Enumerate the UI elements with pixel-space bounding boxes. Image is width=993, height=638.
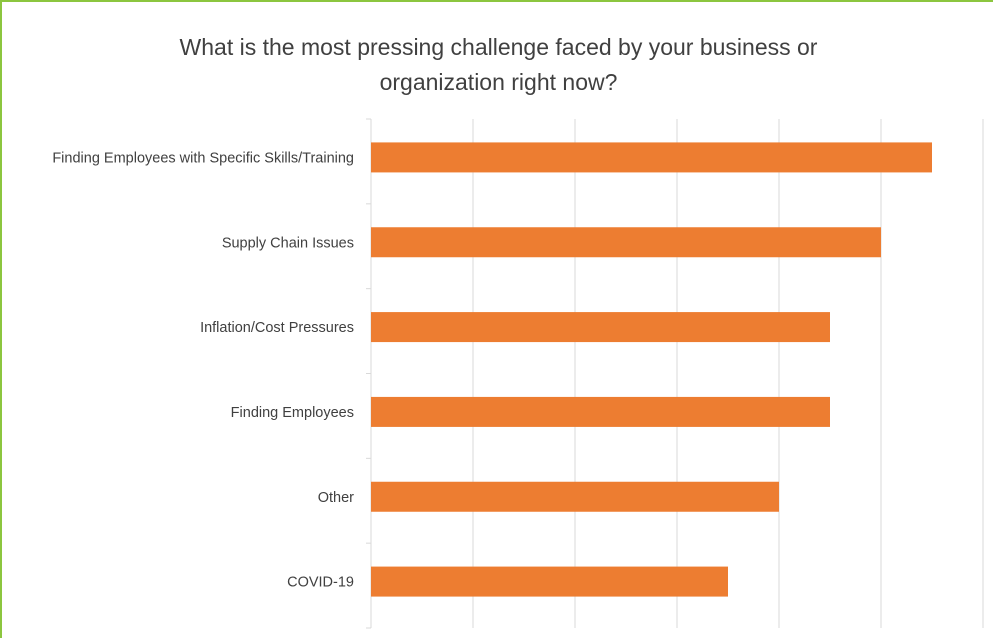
category-label: COVID-19: [287, 575, 354, 591]
bar: [371, 227, 881, 258]
category-label: Finding Employees with Specific Skills/T…: [52, 150, 354, 166]
category-label: Supply Chain Issues: [222, 235, 354, 251]
bar: [371, 396, 830, 427]
category-label: Finding Employees: [231, 405, 354, 421]
chart-title-line-2: organization right now?: [379, 69, 618, 95]
bar: [371, 142, 932, 173]
category-label: Other: [318, 490, 354, 506]
chart-title: What is the most pressing challenge face…: [2, 30, 993, 100]
bar: [371, 566, 728, 597]
chart-title-line-1: What is the most pressing challenge face…: [179, 34, 818, 60]
bar: [371, 481, 779, 512]
bar: [371, 312, 830, 343]
category-label: Inflation/Cost Pressures: [200, 320, 354, 336]
